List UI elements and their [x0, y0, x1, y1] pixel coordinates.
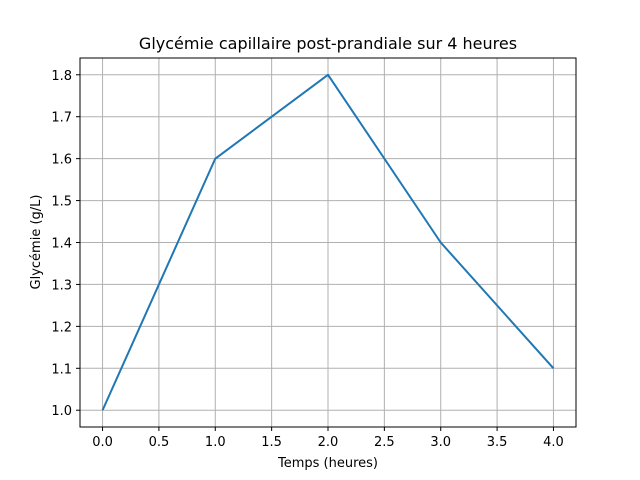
y-tick-label: 1.1	[51, 362, 72, 377]
x-tick-label: 0.5	[149, 435, 170, 450]
y-axis-label: Glycémie (g/L)	[29, 195, 44, 290]
y-tick-label: 1.8	[51, 69, 72, 84]
x-axis-label: Temps (heures)	[277, 456, 378, 471]
grid-layer	[80, 58, 576, 427]
y-tick-label: 1.5	[51, 195, 72, 210]
chart-title: Glycémie capillaire post-prandiale sur 4…	[139, 34, 517, 53]
x-tick-label: 1.5	[261, 435, 282, 450]
y-tick-label: 1.2	[51, 320, 72, 335]
y-tick-label: 1.6	[51, 153, 72, 168]
tick-layer: 0.0 0.5 1.0 1.5 2.0 2.5 3.0 3.5 4.0 1.0 1.1 1.2 1.3 1…	[51, 69, 563, 450]
x-tick-label: 3.0	[430, 435, 451, 450]
y-tick-label: 1.4	[51, 237, 72, 252]
y-tick-label: 1.3	[51, 278, 72, 293]
x-tick-label: 2.5	[374, 435, 395, 450]
x-tick-label: 3.5	[487, 435, 508, 450]
x-tick-label: 2.0	[318, 435, 339, 450]
x-tick-label: 0.0	[92, 435, 113, 450]
y-tick-label: 1.0	[51, 404, 72, 419]
y-tick-label: 1.7	[51, 111, 72, 126]
x-tick-label: 1.0	[205, 435, 226, 450]
series-layer	[101, 73, 555, 411]
x-tick-label: 4.0	[543, 435, 564, 450]
